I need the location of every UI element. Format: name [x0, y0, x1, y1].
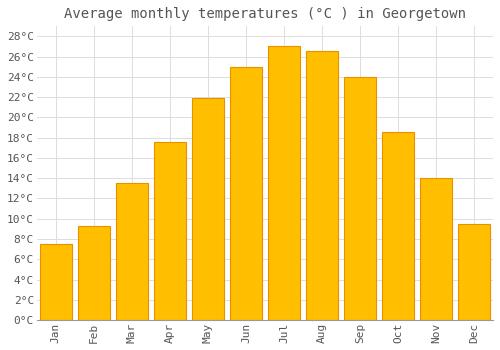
- Bar: [154, 142, 186, 320]
- Bar: [344, 77, 376, 320]
- Bar: [116, 183, 148, 320]
- Bar: [268, 46, 300, 320]
- Bar: [382, 132, 414, 320]
- Title: Average monthly temperatures (°C ) in Georgetown: Average monthly temperatures (°C ) in Ge…: [64, 7, 466, 21]
- Bar: [40, 244, 72, 320]
- Bar: [78, 226, 110, 320]
- Bar: [306, 51, 338, 320]
- Bar: [458, 224, 490, 320]
- Bar: [420, 178, 452, 320]
- Bar: [230, 67, 262, 320]
- Bar: [192, 98, 224, 320]
